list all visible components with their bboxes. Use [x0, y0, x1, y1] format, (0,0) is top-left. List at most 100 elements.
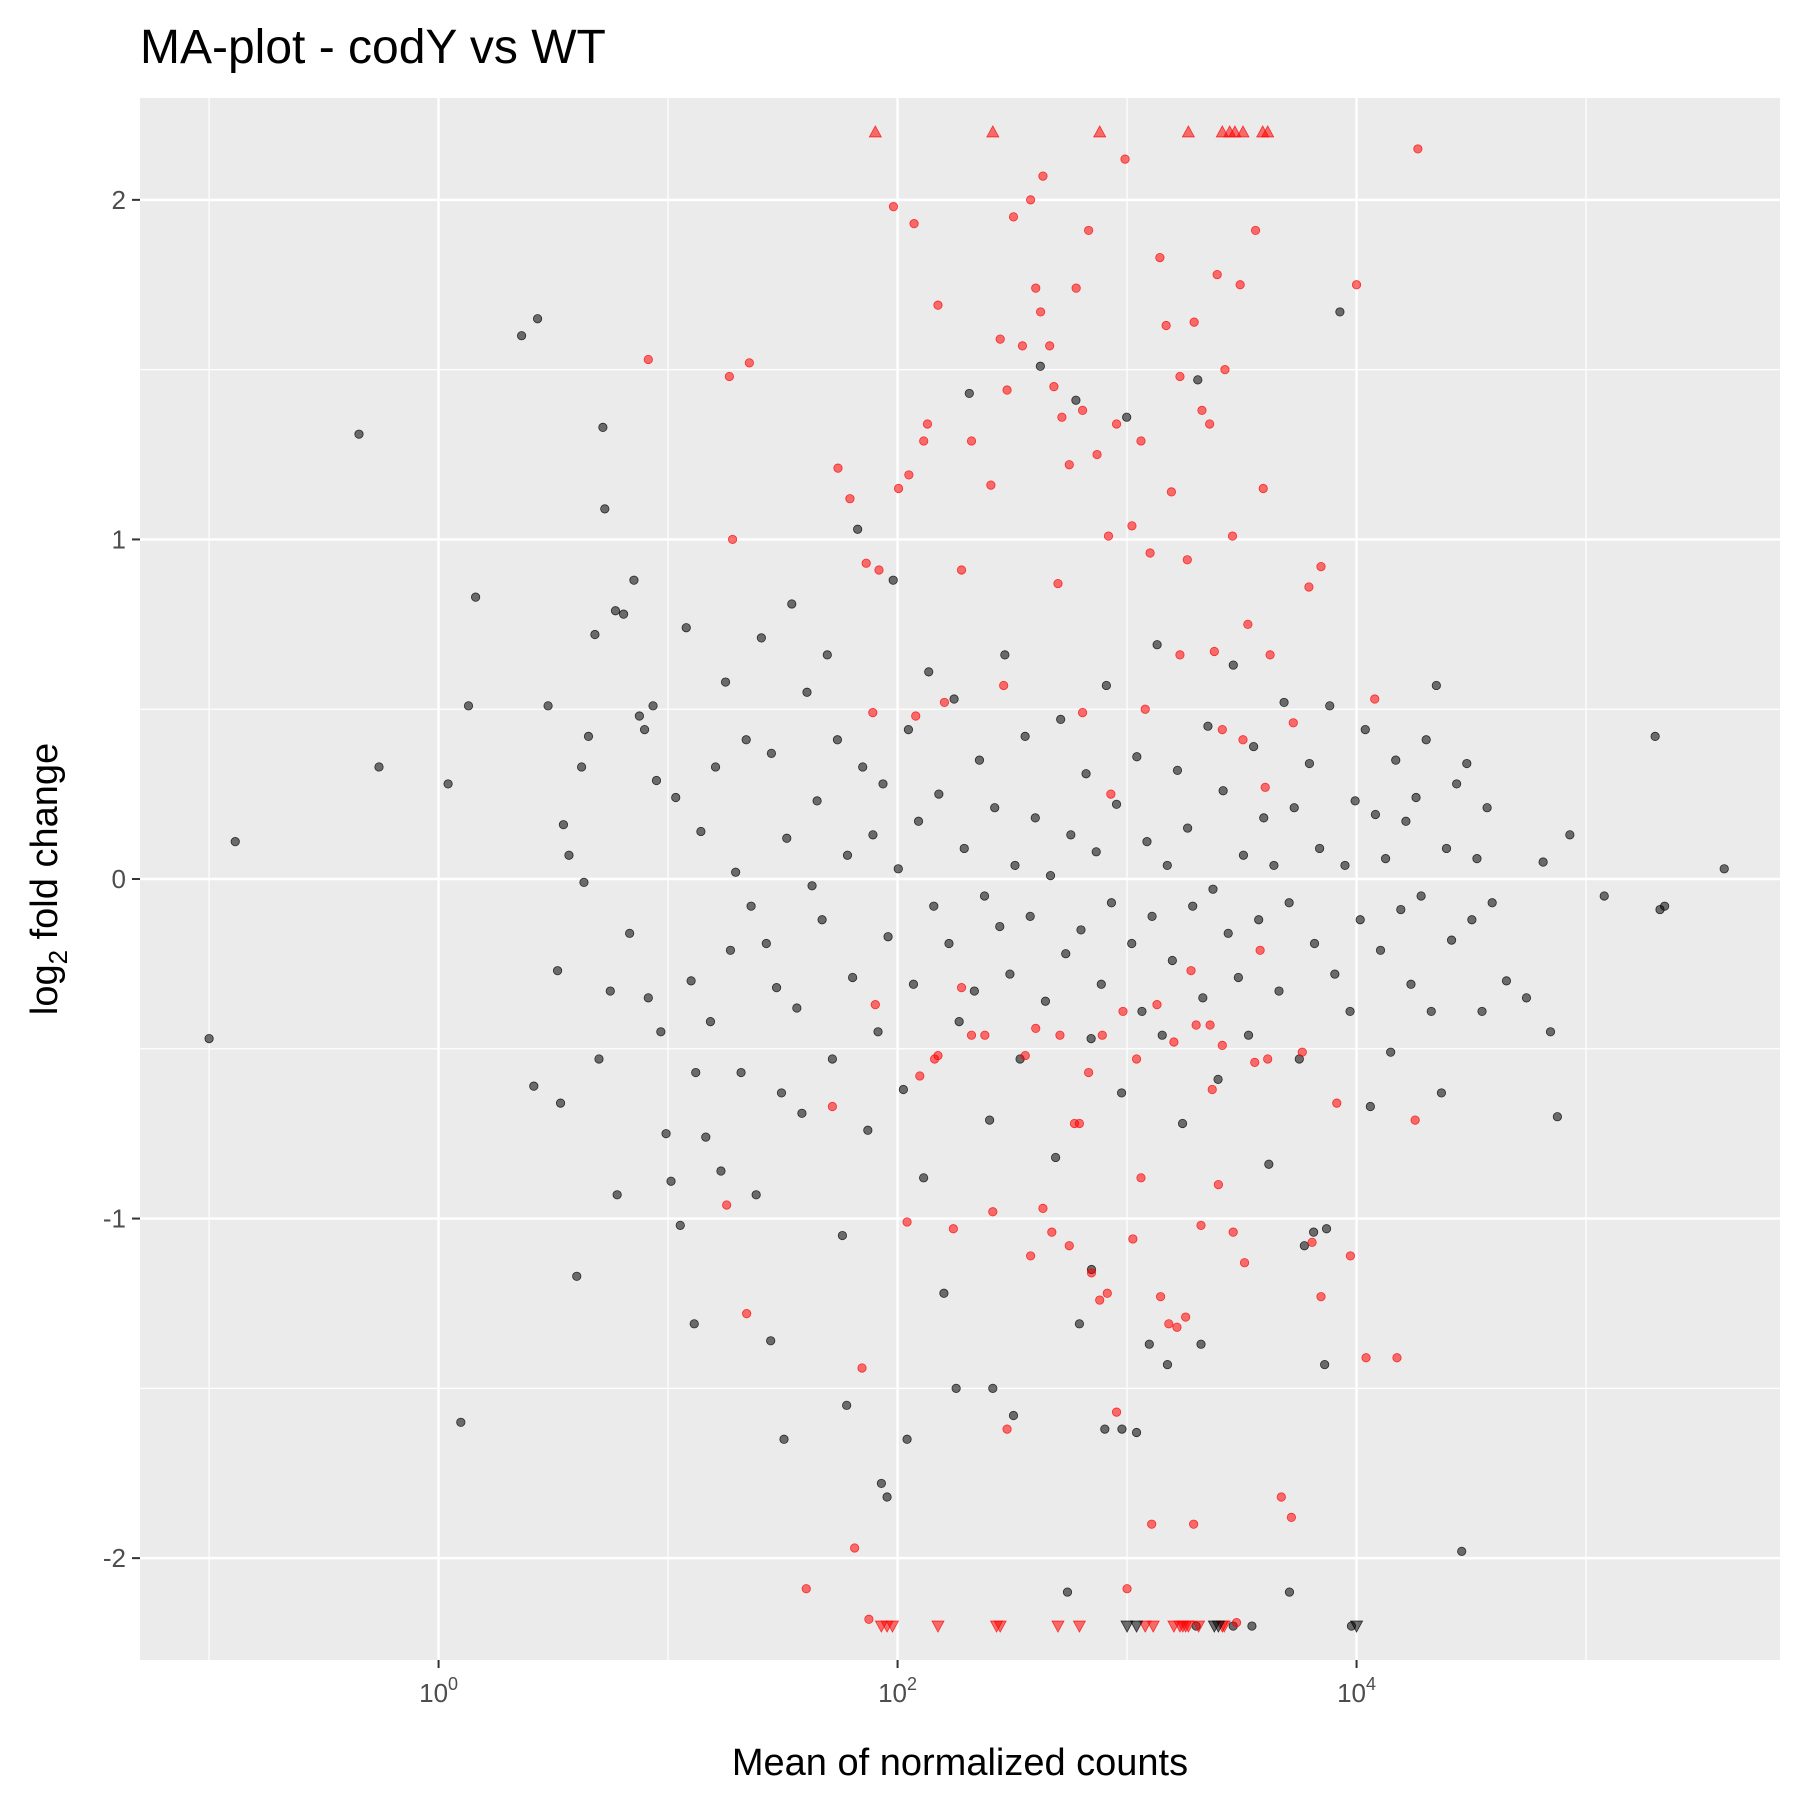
data-point	[1284, 898, 1294, 908]
significant-point	[1084, 225, 1094, 236]
data-point	[919, 1173, 929, 1183]
significant-point	[919, 436, 929, 446]
data-point	[1274, 986, 1284, 996]
data-point	[555, 1098, 566, 1108]
data-point	[766, 748, 777, 758]
data-point	[612, 1190, 622, 1200]
significant-point	[1197, 405, 1207, 415]
data-point	[1279, 697, 1289, 708]
significant-point	[1128, 1234, 1138, 1244]
data-point	[629, 575, 639, 585]
data-point	[1264, 1159, 1274, 1169]
data-point	[827, 1054, 837, 1064]
significant-point	[1092, 449, 1102, 460]
data-point	[746, 901, 756, 911]
significant-point	[1186, 966, 1196, 976]
significant-point	[1118, 1006, 1128, 1017]
data-point	[964, 388, 974, 399]
clipped-point-down	[1211, 1620, 1226, 1633]
y-tick-label: 0	[112, 864, 126, 894]
significant-point	[833, 463, 843, 473]
data-point	[1325, 701, 1335, 711]
significant-point	[1140, 704, 1150, 714]
data-point	[1218, 786, 1228, 796]
data-point	[842, 1400, 852, 1410]
data-point	[797, 1108, 807, 1118]
significant-point	[1213, 1180, 1223, 1190]
significant-point	[902, 1217, 912, 1227]
data-point	[779, 1434, 789, 1444]
data-point	[1198, 993, 1208, 1003]
significant-point	[1250, 225, 1261, 236]
significant-point	[1212, 269, 1222, 280]
y-tick-label: 2	[112, 185, 126, 215]
data-point	[1106, 898, 1117, 908]
data-point	[1375, 945, 1386, 955]
data-point	[924, 667, 934, 677]
significant-point	[1111, 1407, 1122, 1417]
clipped-point-down	[993, 1620, 1007, 1633]
data-point	[564, 850, 574, 860]
data-point	[456, 1417, 466, 1427]
data-points	[204, 125, 1729, 1633]
significant-point	[915, 1071, 925, 1081]
data-point	[1035, 361, 1045, 371]
data-point	[598, 422, 608, 432]
data-point	[848, 972, 858, 983]
significant-point	[1316, 1292, 1326, 1302]
data-point	[720, 677, 731, 687]
clipped-point-down	[885, 1620, 900, 1633]
data-point	[1299, 1241, 1309, 1251]
significant-point	[1038, 171, 1048, 181]
data-point	[705, 1017, 716, 1027]
data-point	[873, 1027, 883, 1037]
data-point	[1144, 1339, 1154, 1349]
data-point	[1452, 779, 1462, 789]
significant-point	[1191, 1020, 1201, 1030]
significant-point	[1181, 1312, 1191, 1322]
data-point	[1467, 915, 1477, 925]
data-point	[883, 932, 893, 942]
significant-point	[1217, 1040, 1227, 1050]
data-point	[853, 524, 863, 534]
data-point	[583, 731, 594, 741]
data-point	[1096, 979, 1106, 989]
clipped-point-up	[868, 125, 883, 138]
data-point	[639, 724, 650, 735]
significant-point	[956, 565, 967, 575]
significant-point	[744, 358, 754, 368]
significant-point	[850, 1543, 860, 1553]
significant-point	[1047, 1227, 1057, 1237]
data-point	[949, 694, 959, 704]
data-point	[1040, 996, 1051, 1006]
data-point	[230, 837, 240, 847]
data-point	[1183, 823, 1193, 833]
data-point	[204, 1033, 214, 1044]
significant-point	[1017, 341, 1028, 351]
data-point	[605, 986, 615, 996]
data-point	[1056, 714, 1066, 725]
data-point	[1008, 1410, 1019, 1421]
data-point	[1391, 755, 1401, 765]
y-tick-label: -1	[103, 1204, 126, 1234]
data-point	[934, 789, 944, 799]
significant-point	[911, 711, 921, 721]
significant-point	[922, 419, 933, 429]
significant-point	[1238, 735, 1248, 745]
data-point	[671, 792, 681, 803]
data-point	[1188, 901, 1198, 911]
data-point	[1243, 1030, 1254, 1040]
data-point	[858, 762, 868, 772]
data-point	[577, 762, 587, 772]
data-point	[1061, 949, 1071, 959]
data-point	[1000, 650, 1010, 660]
data-point	[812, 796, 822, 806]
data-point	[1360, 724, 1370, 735]
clipped-point-up	[1228, 125, 1242, 138]
significant-point	[1175, 650, 1185, 660]
data-point	[1025, 911, 1035, 921]
data-point	[903, 724, 914, 735]
data-point	[529, 1081, 539, 1091]
data-point	[766, 1336, 776, 1346]
